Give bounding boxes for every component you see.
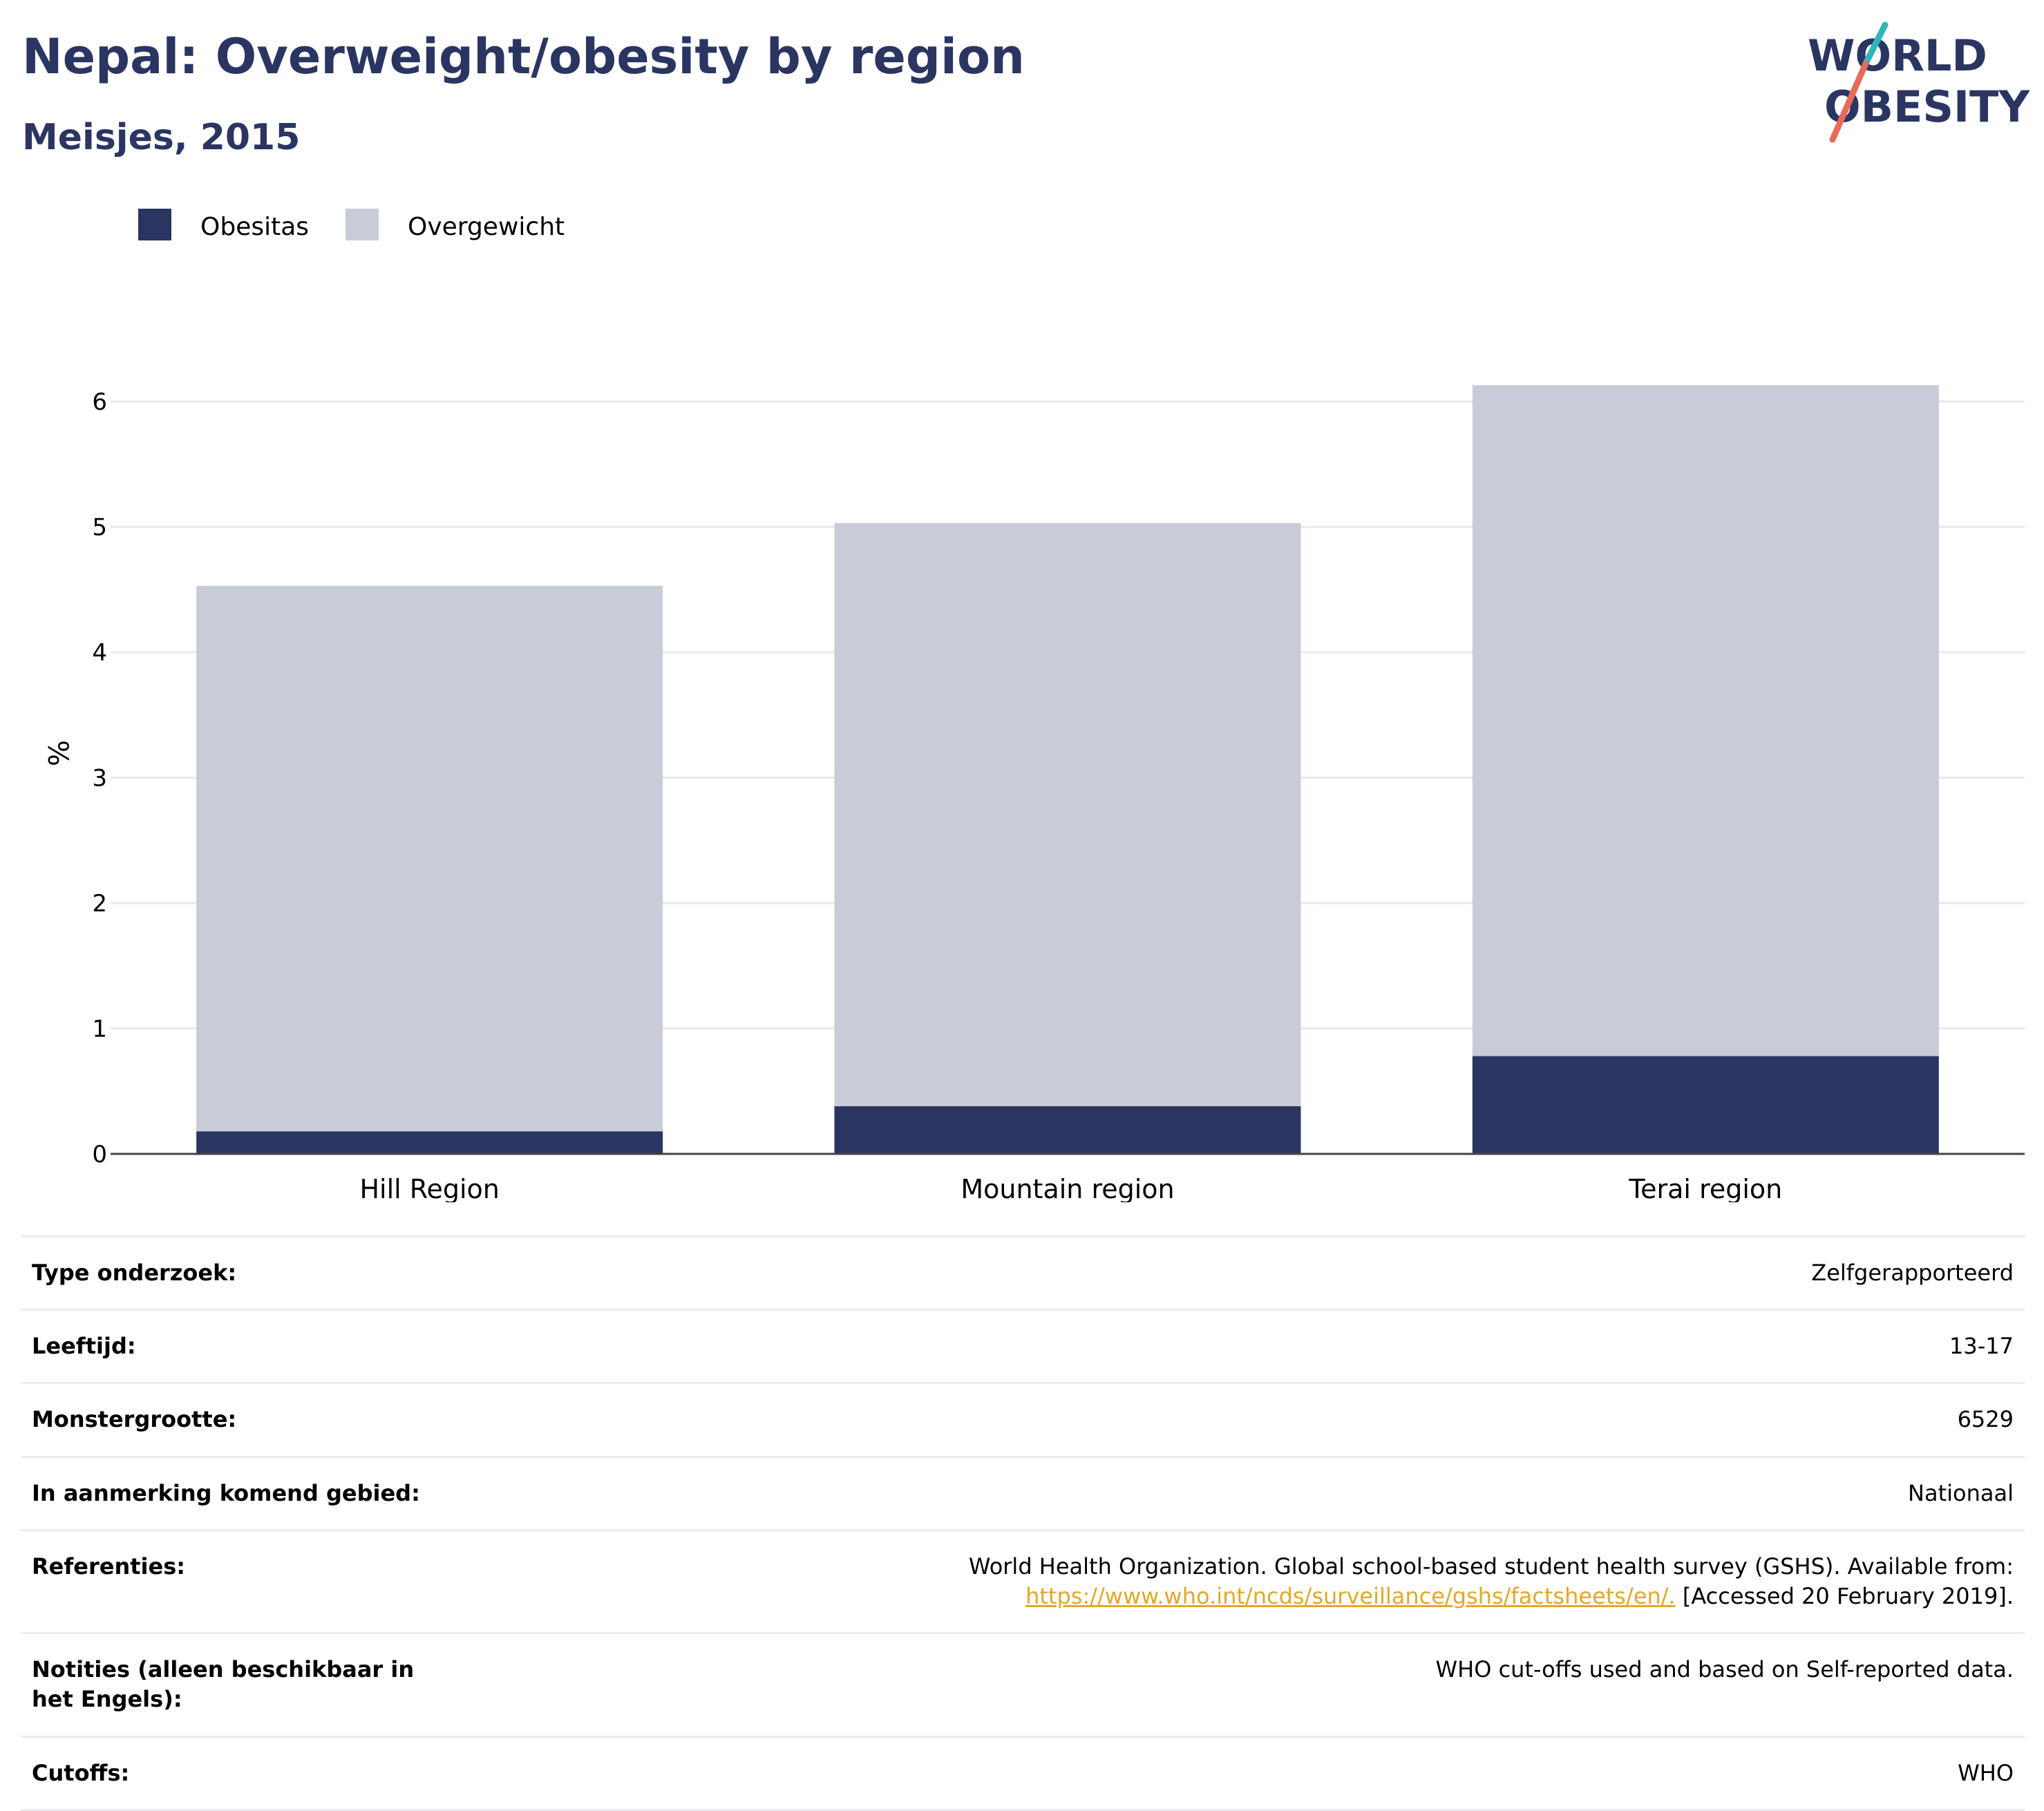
logo-slash-teal	[1862, 21, 1889, 67]
info-value: WHO	[1958, 1759, 2014, 1786]
info-row: In aanmerking komend gebied: Nationaal	[21, 1458, 2025, 1531]
info-value: 13-17	[1949, 1333, 2014, 1360]
info-label: Notities (alleen beschikbaar in het Enge…	[32, 1656, 415, 1713]
legend-swatch-0[interactable]	[138, 209, 171, 240]
world-obesity-logo: WORLD OBESITY	[1808, 21, 2030, 143]
y-tick-label: 5	[92, 514, 107, 542]
reference-text: World Health Organization. Global school…	[968, 1553, 2014, 1580]
legend-swatch-1[interactable]	[346, 209, 379, 240]
x-tick-label: Mountain region	[961, 1174, 1174, 1202]
y-tick-label: 0	[92, 1141, 107, 1168]
y-tick-label: 1	[92, 1016, 107, 1043]
bar-obesitas[interactable]	[196, 1131, 663, 1154]
y-axis-label: %	[41, 740, 73, 766]
info-value: WHO cut-offs used and based on Self-repo…	[1435, 1656, 2014, 1683]
x-tick-label: Hill Region	[359, 1174, 499, 1202]
info-label: Monstergrootte:	[32, 1406, 237, 1433]
info-row: Monstergrootte: 6529	[21, 1384, 2025, 1458]
reference-accessed: [Accessed 20 February 2019].	[1675, 1582, 2014, 1609]
info-row-notes: Notities (alleen beschikbaar in het Enge…	[21, 1634, 2025, 1738]
info-label: Leeftijd:	[32, 1333, 136, 1360]
info-label: Referenties:	[32, 1553, 186, 1580]
logo-line1: WORLD	[1808, 30, 1987, 81]
bar-overgewicht[interactable]	[196, 585, 663, 1132]
info-row-cutoffs: Cutoffs: WHO	[21, 1738, 2025, 1811]
info-row: Type onderzoek: Zelfgerapporteerd	[21, 1235, 2025, 1311]
info-row: Leeftijd: 13-17	[21, 1311, 2025, 1385]
x-tick-label: Terai region	[1628, 1174, 1782, 1202]
logo-slash-coral	[1829, 60, 1869, 143]
chart-title: Nepal: Overweight/obesity by region	[22, 28, 1025, 85]
info-label: Type onderzoek:	[32, 1260, 237, 1286]
info-label: Cutoffs:	[32, 1759, 130, 1786]
legend-label-1: Overgewicht	[408, 213, 565, 241]
bars: Hill Region Mountain region Terai region	[196, 385, 1939, 1202]
survey-info-table: Type onderzoek: Zelfgerapporteerd Leeftijd…	[21, 1235, 2025, 1811]
legend-label-0: Obesitas	[200, 213, 309, 241]
chart-subtitle: Meisjes, 2015	[22, 117, 301, 158]
info-row-references: Referenties: World Health Organization. …	[21, 1531, 2025, 1635]
logo-line2: OBESITY	[1824, 82, 2030, 132]
y-tick-label: 4	[92, 639, 107, 667]
info-value: Nationaal	[1908, 1479, 2014, 1506]
info-label: In aanmerking komend gebied:	[32, 1479, 420, 1506]
y-tick-label: 3	[92, 765, 107, 793]
info-value: Zelfgerapporteerd	[1811, 1260, 2014, 1286]
info-value: 6529	[1957, 1406, 2014, 1433]
bar-overgewicht[interactable]	[834, 523, 1301, 1107]
stacked-bar-chart: Obesitas Overgewicht 0 1 2 3 4 5 6 Hill Region M…	[41, 209, 2025, 1202]
info-value: World Health Organization. Global school…	[474, 1552, 2014, 1611]
bar-obesitas[interactable]	[1472, 1056, 1939, 1154]
bar-obesitas[interactable]	[834, 1106, 1301, 1154]
bar-overgewicht[interactable]	[1472, 385, 1939, 1056]
reference-link[interactable]: https://www.who.int/ncds/surveillance/gs…	[1025, 1582, 1676, 1609]
legend: Obesitas Overgewicht	[138, 209, 565, 241]
y-tick-label: 6	[92, 388, 107, 416]
axes: %	[41, 740, 2025, 1155]
y-tick-label: 2	[92, 890, 107, 918]
